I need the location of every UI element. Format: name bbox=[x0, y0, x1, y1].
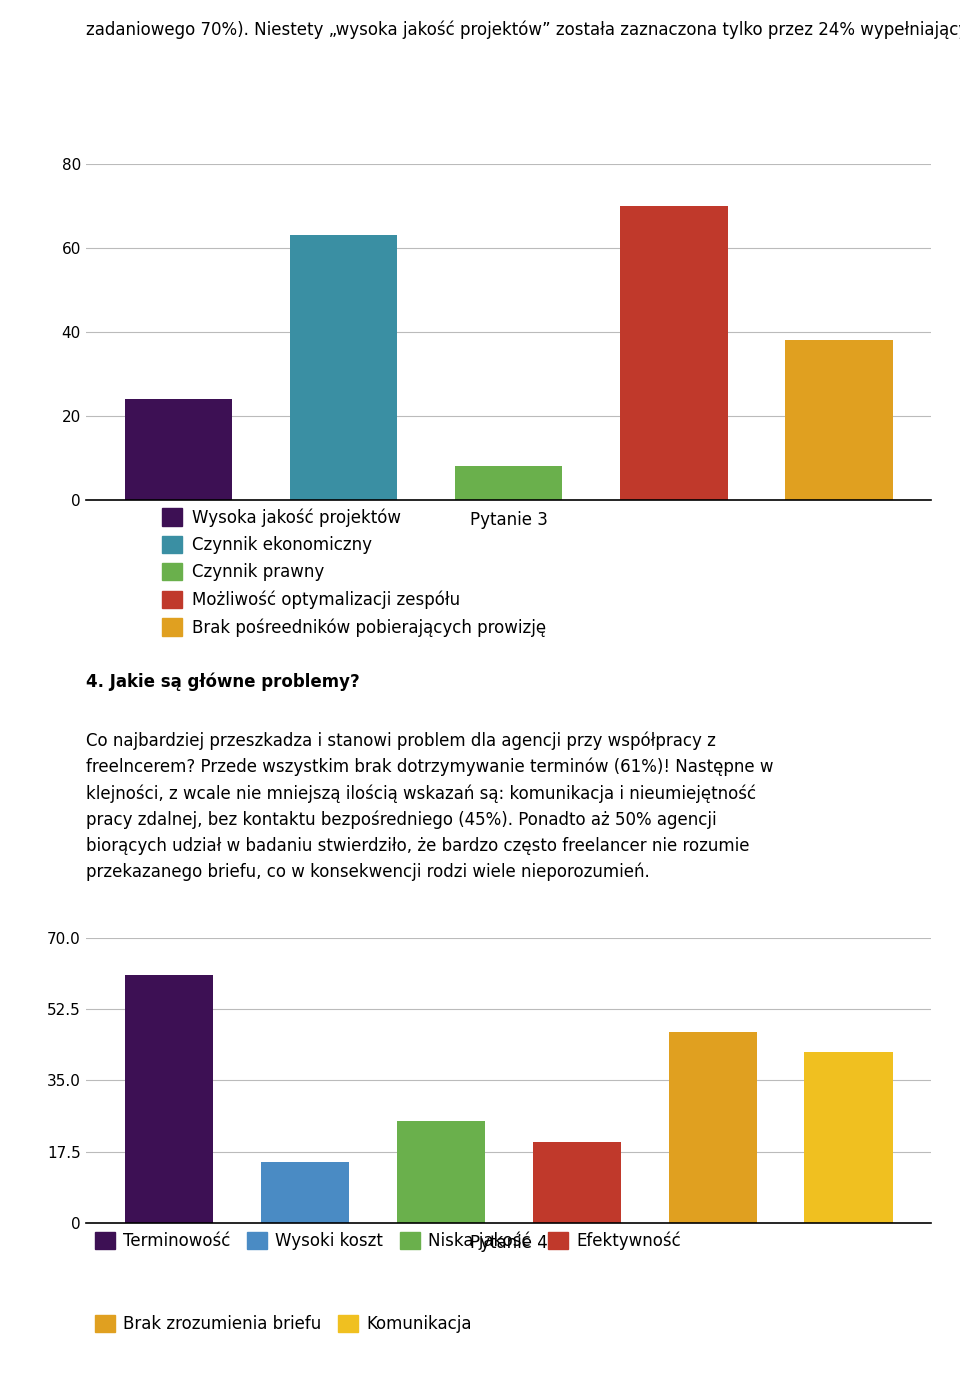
Legend: Brak zrozumienia briefu, Komunikacja: Brak zrozumienia briefu, Komunikacja bbox=[95, 1315, 471, 1333]
Legend: Wysoka jakość projektów, Czynnik ekonomiczny, Czynnik prawny, Możliwość optymali: Wysoka jakość projektów, Czynnik ekonomi… bbox=[162, 509, 546, 637]
Text: 4. Jakie są główne problemy?: 4. Jakie są główne problemy? bbox=[86, 673, 360, 692]
Bar bbox=[261, 1162, 349, 1224]
Bar bbox=[455, 467, 563, 500]
Text: Co najbardziej przeszkadza i stanowi problem dla agencji przy współpracy z
freel: Co najbardziej przeszkadza i stanowi pro… bbox=[86, 731, 774, 882]
Bar bbox=[396, 1122, 485, 1224]
Bar bbox=[125, 400, 232, 500]
Bar bbox=[804, 1052, 893, 1224]
Bar bbox=[668, 1031, 756, 1224]
Bar bbox=[125, 975, 213, 1224]
Text: zadaniowego 70%). Niestety „wysoka jakość projektów” została zaznaczona tylko pr: zadaniowego 70%). Niestety „wysoka jakoś… bbox=[86, 21, 960, 39]
Bar bbox=[533, 1141, 621, 1224]
Bar bbox=[620, 205, 728, 500]
X-axis label: Pytanie 3: Pytanie 3 bbox=[469, 511, 548, 529]
Bar bbox=[290, 235, 397, 500]
X-axis label: Pytanie 4: Pytanie 4 bbox=[470, 1234, 547, 1252]
Bar bbox=[785, 339, 893, 500]
